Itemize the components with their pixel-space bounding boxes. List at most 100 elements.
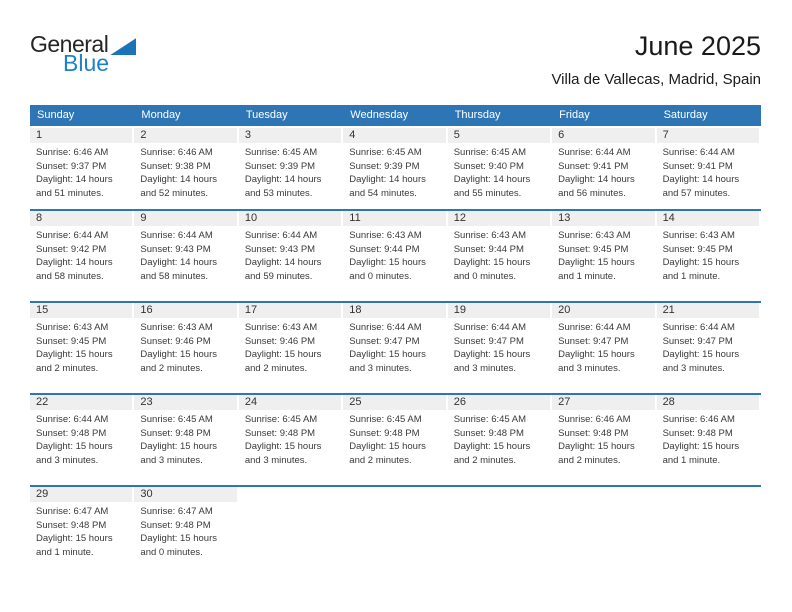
day-number: 16 (134, 303, 237, 318)
day-details: Sunrise: 6:47 AM Sunset: 9:48 PM Daylight:… (30, 502, 134, 559)
daylight-text: Daylight: 15 hours and 3 minutes. (662, 349, 740, 374)
sunset-text: Sunset: 9:42 PM (36, 243, 107, 255)
day-cell: 28 Sunrise: 6:46 AM Sunset: 9:48 PM Dayligh… (656, 395, 761, 485)
day-number: 20 (552, 303, 655, 318)
weekday-header-row: Sunday Monday Tuesday Wednesday Thursday Frid… (30, 105, 761, 126)
day-cell: 24 Sunrise: 6:45 AM Sunset: 9:48 PM Dayligh… (238, 395, 343, 485)
day-number: 17 (238, 303, 342, 318)
day-number: 7 (656, 128, 759, 143)
day-cell: 26 Sunrise: 6:45 AM Sunset: 9:48 PM Dayligh… (447, 395, 552, 485)
sunset-text: Sunset: 9:46 PM (140, 335, 211, 347)
day-details: Sunrise: 6:44 AM Sunset: 9:47 PM Daylight:… (657, 318, 761, 375)
day-cell: 13 Sunrise: 6:43 AM Sunset: 9:45 PM Dayligh… (552, 211, 656, 301)
day-details: Sunrise: 6:45 AM Sunset: 9:40 PM Daylight:… (448, 143, 552, 200)
sunrise-text: Sunrise: 6:44 AM (558, 147, 631, 158)
day-cell: 3 Sunrise: 6:45 AM Sunset: 9:39 PM Daylight… (238, 128, 343, 209)
daylight-text: Daylight: 15 hours and 1 minute. (662, 257, 740, 282)
sunrise-text: Sunrise: 6:43 AM (36, 322, 109, 333)
sunset-text: Sunset: 9:48 PM (453, 427, 524, 439)
weekday-cell: Sunday (37, 109, 75, 121)
sunset-text: Sunset: 9:41 PM (558, 160, 629, 172)
day-number: 12 (447, 211, 551, 226)
sunrise-text: Sunrise: 6:44 AM (36, 414, 109, 425)
daylight-text: Daylight: 15 hours and 3 minutes. (140, 441, 217, 466)
sunrise-text: Sunrise: 6:45 AM (453, 414, 527, 425)
sunset-text: Sunset: 9:39 PM (349, 160, 420, 172)
daylight-text: Daylight: 15 hours and 0 minutes. (349, 257, 426, 282)
empty-cell (552, 487, 656, 577)
day-number: 8 (30, 211, 133, 226)
day-number: 19 (447, 303, 551, 318)
day-cell: 20 Sunrise: 6:44 AM Sunset: 9:47 PM Dayligh… (552, 303, 656, 393)
day-number: 26 (447, 395, 551, 410)
day-details: Sunrise: 6:45 AM Sunset: 9:39 PM Daylight:… (239, 143, 343, 200)
week-row: 22 Sunrise: 6:44 AM Sunset: 9:48 PM Dayligh… (30, 393, 761, 485)
week-row: 8 Sunrise: 6:44 AM Sunset: 9:42 PM Daylight… (30, 209, 761, 301)
daylight-text: Daylight: 14 hours and 54 minutes. (349, 174, 426, 199)
day-number: 25 (343, 395, 446, 410)
day-cell: 14 Sunrise: 6:43 AM Sunset: 9:45 PM Dayligh… (656, 211, 761, 301)
empty-cell (448, 487, 552, 577)
sunset-text: Sunset: 9:46 PM (244, 335, 316, 347)
calendar-weeks: 1 Sunrise: 6:46 AM Sunset: 9:37 PM Daylight… (30, 126, 761, 577)
sunset-text: Sunset: 9:37 PM (36, 160, 107, 172)
day-details: Sunrise: 6:44 AM Sunset: 9:47 PM Daylight:… (343, 318, 447, 375)
day-cell: 6 Sunrise: 6:44 AM Sunset: 9:41 PM Daylight… (552, 128, 656, 209)
sunrise-text: Sunrise: 6:43 AM (662, 230, 735, 241)
day-cell: 27 Sunrise: 6:46 AM Sunset: 9:48 PM Dayligh… (552, 395, 656, 485)
day-details: Sunrise: 6:43 AM Sunset: 9:46 PM Daylight:… (239, 318, 343, 375)
day-cell: 30 Sunrise: 6:47 AM Sunset: 9:48 PM Dayligh… (134, 487, 238, 577)
daylight-text: Daylight: 14 hours and 58 minutes. (36, 257, 113, 282)
sunrise-text: Sunrise: 6:45 AM (453, 147, 527, 158)
day-number: 9 (134, 211, 237, 226)
sunrise-text: Sunrise: 6:44 AM (36, 230, 109, 241)
daylight-text: Daylight: 15 hours and 3 minutes. (244, 441, 322, 466)
day-number: 11 (343, 211, 446, 226)
sunset-text: Sunset: 9:43 PM (244, 243, 316, 255)
sunset-text: Sunset: 9:45 PM (662, 243, 733, 255)
day-cell: 5 Sunrise: 6:45 AM Sunset: 9:40 PM Daylight… (447, 128, 552, 209)
empty-cell (657, 487, 761, 577)
sunrise-text: Sunrise: 6:46 AM (36, 147, 109, 158)
daylight-text: Daylight: 14 hours and 56 minutes. (558, 174, 635, 199)
sunrise-text: Sunrise: 6:43 AM (453, 230, 527, 241)
weekday-cell: Wednesday (350, 109, 409, 121)
daylight-text: Daylight: 15 hours and 2 minutes. (453, 441, 531, 466)
sunrise-text: Sunrise: 6:45 AM (244, 147, 318, 158)
day-details: Sunrise: 6:46 AM Sunset: 9:48 PM Daylight:… (552, 410, 656, 467)
sunrise-text: Sunrise: 6:44 AM (558, 322, 631, 333)
day-cell: 9 Sunrise: 6:44 AM Sunset: 9:43 PM Daylight… (134, 211, 238, 301)
daylight-text: Daylight: 15 hours and 2 minutes. (244, 349, 322, 374)
daylight-text: Daylight: 15 hours and 2 minutes. (558, 441, 635, 466)
day-details: Sunrise: 6:44 AM Sunset: 9:42 PM Daylight:… (30, 226, 134, 283)
sunset-text: Sunset: 9:48 PM (36, 519, 107, 531)
sunset-text: Sunset: 9:48 PM (36, 427, 107, 439)
day-cell: 15 Sunrise: 6:43 AM Sunset: 9:45 PM Dayligh… (30, 303, 134, 393)
day-details: Sunrise: 6:46 AM Sunset: 9:37 PM Daylight:… (30, 143, 134, 200)
sunrise-text: Sunrise: 6:43 AM (140, 322, 213, 333)
sunrise-text: Sunrise: 6:47 AM (36, 506, 109, 517)
daylight-text: Daylight: 14 hours and 53 minutes. (244, 174, 322, 199)
day-cell: 12 Sunrise: 6:43 AM Sunset: 9:44 PM Dayligh… (447, 211, 552, 301)
sunrise-text: Sunrise: 6:44 AM (140, 230, 213, 241)
day-cell: 25 Sunrise: 6:45 AM Sunset: 9:48 PM Dayligh… (343, 395, 447, 485)
sunrise-text: Sunrise: 6:45 AM (244, 414, 318, 425)
page-header: General Blue June 2025 Villa de Vallecas… (30, 0, 761, 87)
sunset-text: Sunset: 9:45 PM (558, 243, 629, 255)
day-number: 1 (30, 128, 133, 143)
day-details: Sunrise: 6:44 AM Sunset: 9:47 PM Daylight:… (448, 318, 552, 375)
logo-triangle-icon (110, 38, 137, 55)
calendar-table: Sunday Monday Tuesday Wednesday Thursday Frid… (30, 105, 761, 577)
sunrise-text: Sunrise: 6:44 AM (349, 322, 422, 333)
sunset-text: Sunset: 9:47 PM (453, 335, 524, 347)
sunrise-text: Sunrise: 6:44 AM (244, 230, 318, 241)
daylight-text: Daylight: 15 hours and 2 minutes. (36, 349, 113, 374)
weekday-cell: Friday (559, 109, 590, 121)
sunset-text: Sunset: 9:47 PM (662, 335, 733, 347)
daylight-text: Daylight: 14 hours and 58 minutes. (140, 257, 217, 282)
day-number: 2 (134, 128, 237, 143)
day-details: Sunrise: 6:44 AM Sunset: 9:47 PM Daylight:… (552, 318, 656, 375)
empty-cell (343, 487, 447, 577)
daylight-text: Daylight: 15 hours and 3 minutes. (453, 349, 531, 374)
day-cell: 23 Sunrise: 6:45 AM Sunset: 9:48 PM Dayligh… (134, 395, 238, 485)
